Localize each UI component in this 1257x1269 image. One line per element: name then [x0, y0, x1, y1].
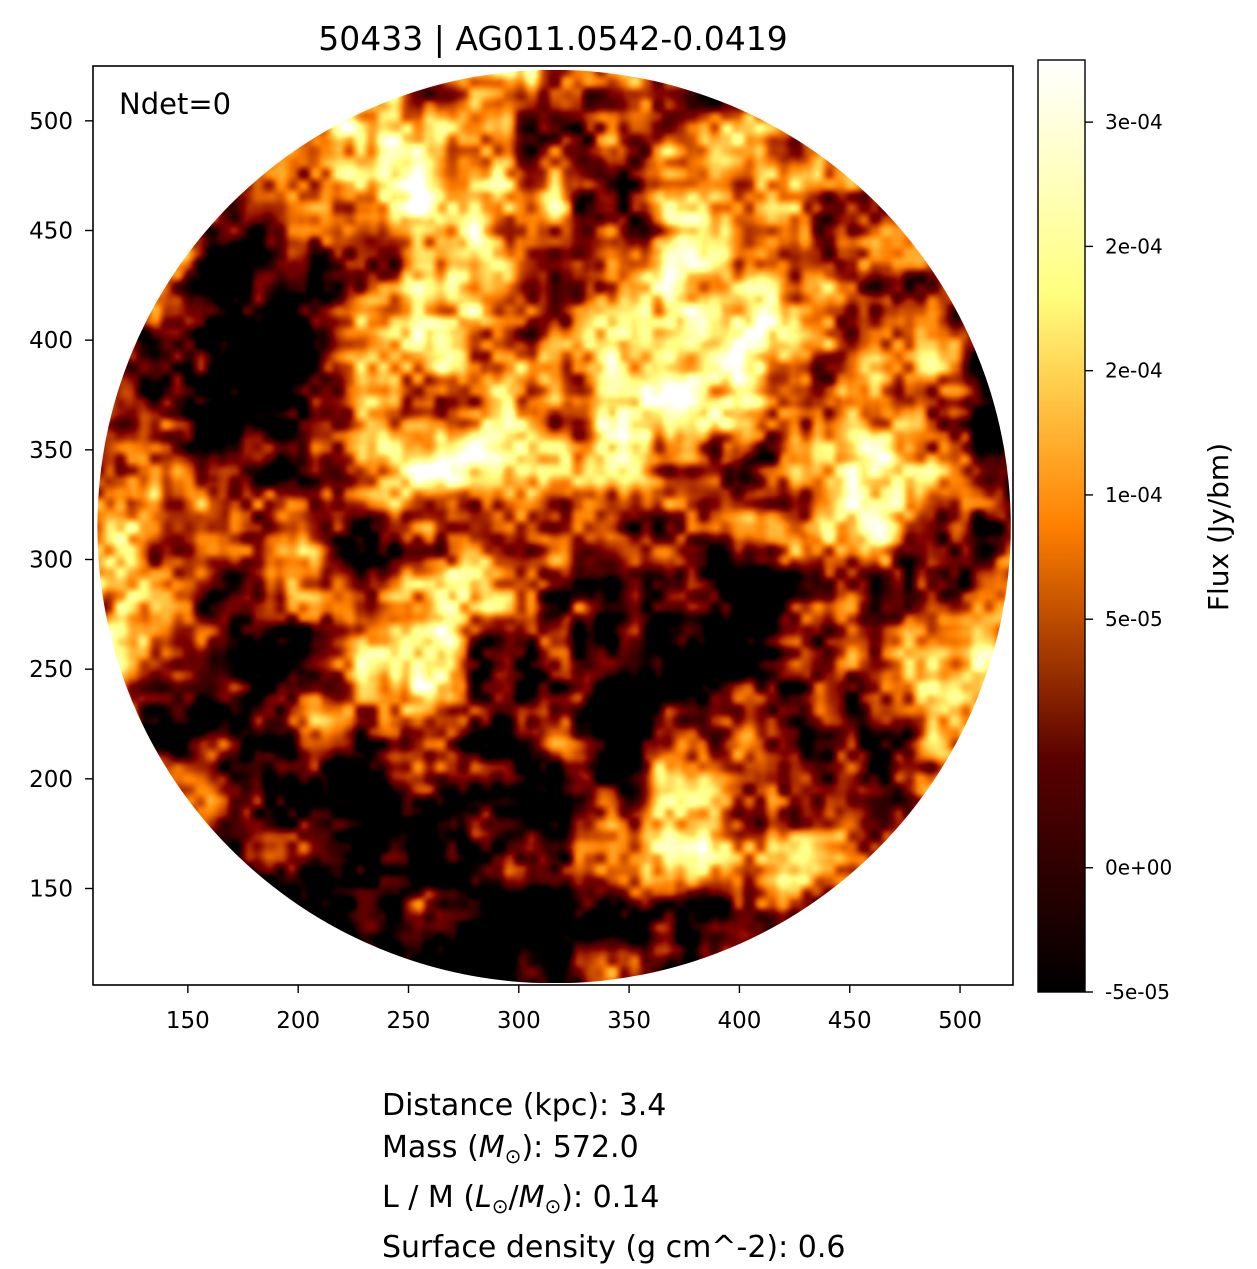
- colorbar-label: Flux (Jy/bm): [1202, 443, 1235, 611]
- y-tick-label: 400: [29, 328, 73, 354]
- mass-line: Mass (M⊙): 572.0: [382, 1130, 639, 1168]
- plot-frame: [92, 65, 1014, 986]
- x-axis: 150 200 250 300 350 400 450 500: [166, 985, 982, 1034]
- y-tick-label: 150: [29, 876, 73, 902]
- colorbar: [1037, 59, 1086, 993]
- x-tick-label: 400: [717, 1008, 761, 1034]
- surface-density-line: Surface density (g cm^-2): 0.6: [382, 1230, 846, 1265]
- x-tick-label: 350: [607, 1008, 651, 1034]
- lm-line: L / M (L⊙/M⊙): 0.14: [382, 1180, 660, 1218]
- colorbar-tick-label: 1e-04: [1105, 483, 1163, 507]
- y-tick-label: 250: [29, 657, 73, 683]
- distance-line: Distance (kpc): 3.4: [382, 1088, 667, 1123]
- colorbar-tick-label: 2e-04: [1105, 234, 1163, 258]
- y-axis: 150 200 250 300 350 400 450 500: [29, 109, 93, 902]
- x-tick-label: 450: [828, 1008, 872, 1034]
- colorbar-axis: 3e-04 2e-04 2e-04 1e-04 5e-05 0e+00 -5e-05: [1085, 110, 1172, 1004]
- plot-title: 50433 | AG011.0542-0.0419: [318, 19, 787, 58]
- x-tick-label: 300: [497, 1008, 541, 1034]
- colorbar-tick-label: 0e+00: [1105, 856, 1172, 880]
- ndet-annotation: Ndet=0: [119, 87, 231, 121]
- x-tick-label: 500: [938, 1008, 982, 1034]
- colorbar-tick-label: -5e-05: [1105, 980, 1170, 1004]
- y-tick-label: 500: [29, 109, 73, 135]
- heatmap-image: [97, 69, 1011, 984]
- colorbar-tick-label: 2e-04: [1105, 359, 1163, 383]
- source-info: Distance (kpc): 3.4 Mass (M⊙): 572.0 L /…: [382, 1085, 845, 1269]
- y-tick-label: 300: [29, 547, 73, 573]
- y-tick-label: 450: [29, 218, 73, 244]
- y-tick-label: 200: [29, 767, 73, 793]
- x-tick-label: 250: [387, 1008, 431, 1034]
- colorbar-tick-label: 3e-04: [1105, 110, 1163, 134]
- colorbar-tick-label: 5e-05: [1105, 607, 1163, 631]
- x-tick-label: 200: [276, 1008, 320, 1034]
- y-tick-label: 350: [29, 438, 73, 464]
- x-tick-label: 150: [166, 1008, 210, 1034]
